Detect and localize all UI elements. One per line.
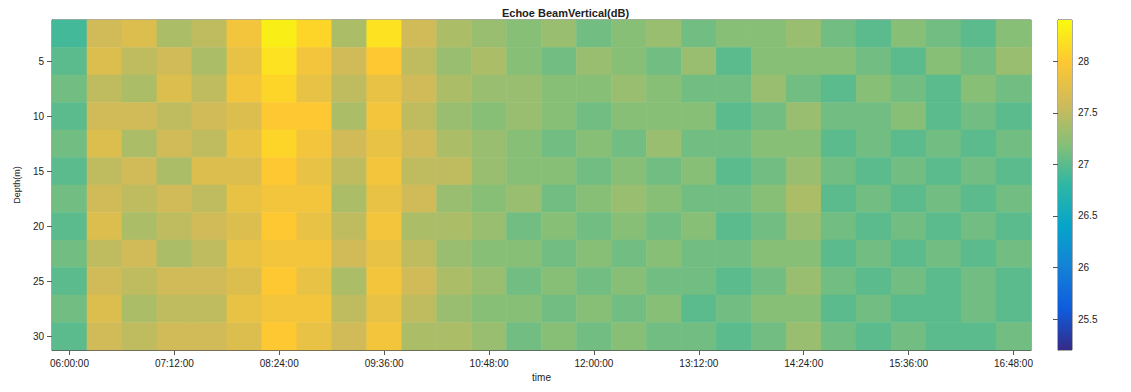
svg-text:26: 26	[1078, 262, 1090, 273]
svg-text:07:12:00: 07:12:00	[155, 358, 194, 369]
svg-text:20: 20	[33, 221, 45, 232]
svg-text:25.5: 25.5	[1078, 314, 1098, 325]
svg-text:time: time	[532, 372, 551, 383]
svg-text:09:36:00: 09:36:00	[365, 358, 404, 369]
svg-text:10: 10	[33, 111, 45, 122]
svg-text:28: 28	[1078, 56, 1090, 67]
svg-text:06:00:00: 06:00:00	[50, 358, 89, 369]
svg-text:25: 25	[33, 276, 45, 287]
svg-text:Depth(m): Depth(m)	[12, 166, 22, 204]
svg-text:15: 15	[33, 166, 45, 177]
svg-text:08:24:00: 08:24:00	[260, 358, 299, 369]
svg-text:10:48:00: 10:48:00	[470, 358, 509, 369]
svg-text:26.5: 26.5	[1078, 210, 1098, 221]
svg-text:27: 27	[1078, 159, 1090, 170]
svg-text:14:24:00: 14:24:00	[784, 358, 823, 369]
svg-text:15:36:00: 15:36:00	[889, 358, 928, 369]
svg-text:Echoe BeamVertical(dB): Echoe BeamVertical(dB)	[502, 7, 629, 19]
svg-text:12:00:00: 12:00:00	[574, 358, 613, 369]
svg-text:27.5: 27.5	[1078, 107, 1098, 118]
svg-text:13:12:00: 13:12:00	[679, 358, 718, 369]
svg-text:16:48:00: 16:48:00	[994, 358, 1033, 369]
svg-text:30: 30	[33, 331, 45, 342]
svg-text:5: 5	[38, 56, 44, 67]
